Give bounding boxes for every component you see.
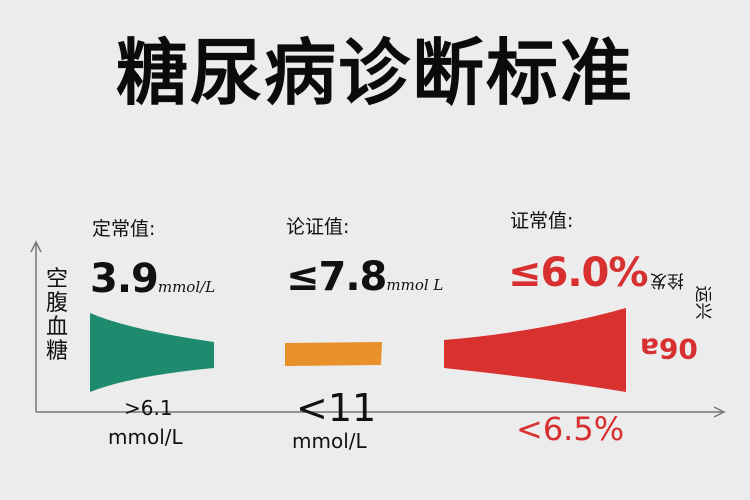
group-bottom-value: <11 bbox=[296, 386, 377, 430]
side-annotation: 拴发 bbox=[650, 270, 684, 290]
group-shape-2 bbox=[285, 342, 382, 366]
page-title: 糖尿病诊断标准 bbox=[115, 31, 634, 115]
main-value-text: 3.9 bbox=[90, 256, 159, 302]
group-main-value: ≤6.0% bbox=[508, 250, 648, 296]
side-annotation: 06a bbox=[640, 332, 698, 365]
group-shape-1 bbox=[90, 313, 214, 392]
main-value-unit: mmol/L bbox=[157, 278, 216, 296]
y-axis-char: 血 bbox=[45, 315, 68, 340]
group-main-value: ≤7.8mmol L bbox=[286, 254, 443, 300]
x-axis-arrow bbox=[713, 406, 726, 418]
y-axis-char: 空 bbox=[45, 267, 68, 292]
group-bottom-unit: mmol/L bbox=[292, 429, 367, 453]
group-label: 证常值: bbox=[510, 210, 574, 232]
main-value-unit: mmol L bbox=[386, 276, 444, 294]
group-label: 论证值: bbox=[286, 216, 350, 238]
side-annotation: 运兴 bbox=[692, 285, 713, 320]
group-main-value: 3.9mmol/L bbox=[90, 256, 215, 302]
main-value-text: ≤7.8 bbox=[286, 254, 387, 300]
y-axis-label: 空 腹 血 糖 bbox=[44, 268, 70, 364]
group-shape-3 bbox=[444, 308, 626, 392]
group-bottom-unit: mmol/L bbox=[108, 425, 183, 449]
y-axis-arrow bbox=[30, 240, 42, 253]
group-bottom-value: >6.1 bbox=[124, 396, 173, 420]
group-label: 定常值: bbox=[92, 218, 156, 240]
y-axis-char: 腹 bbox=[45, 291, 68, 316]
group-bottom-value: <6.5% bbox=[516, 410, 625, 448]
y-axis-char: 糖 bbox=[45, 339, 68, 364]
